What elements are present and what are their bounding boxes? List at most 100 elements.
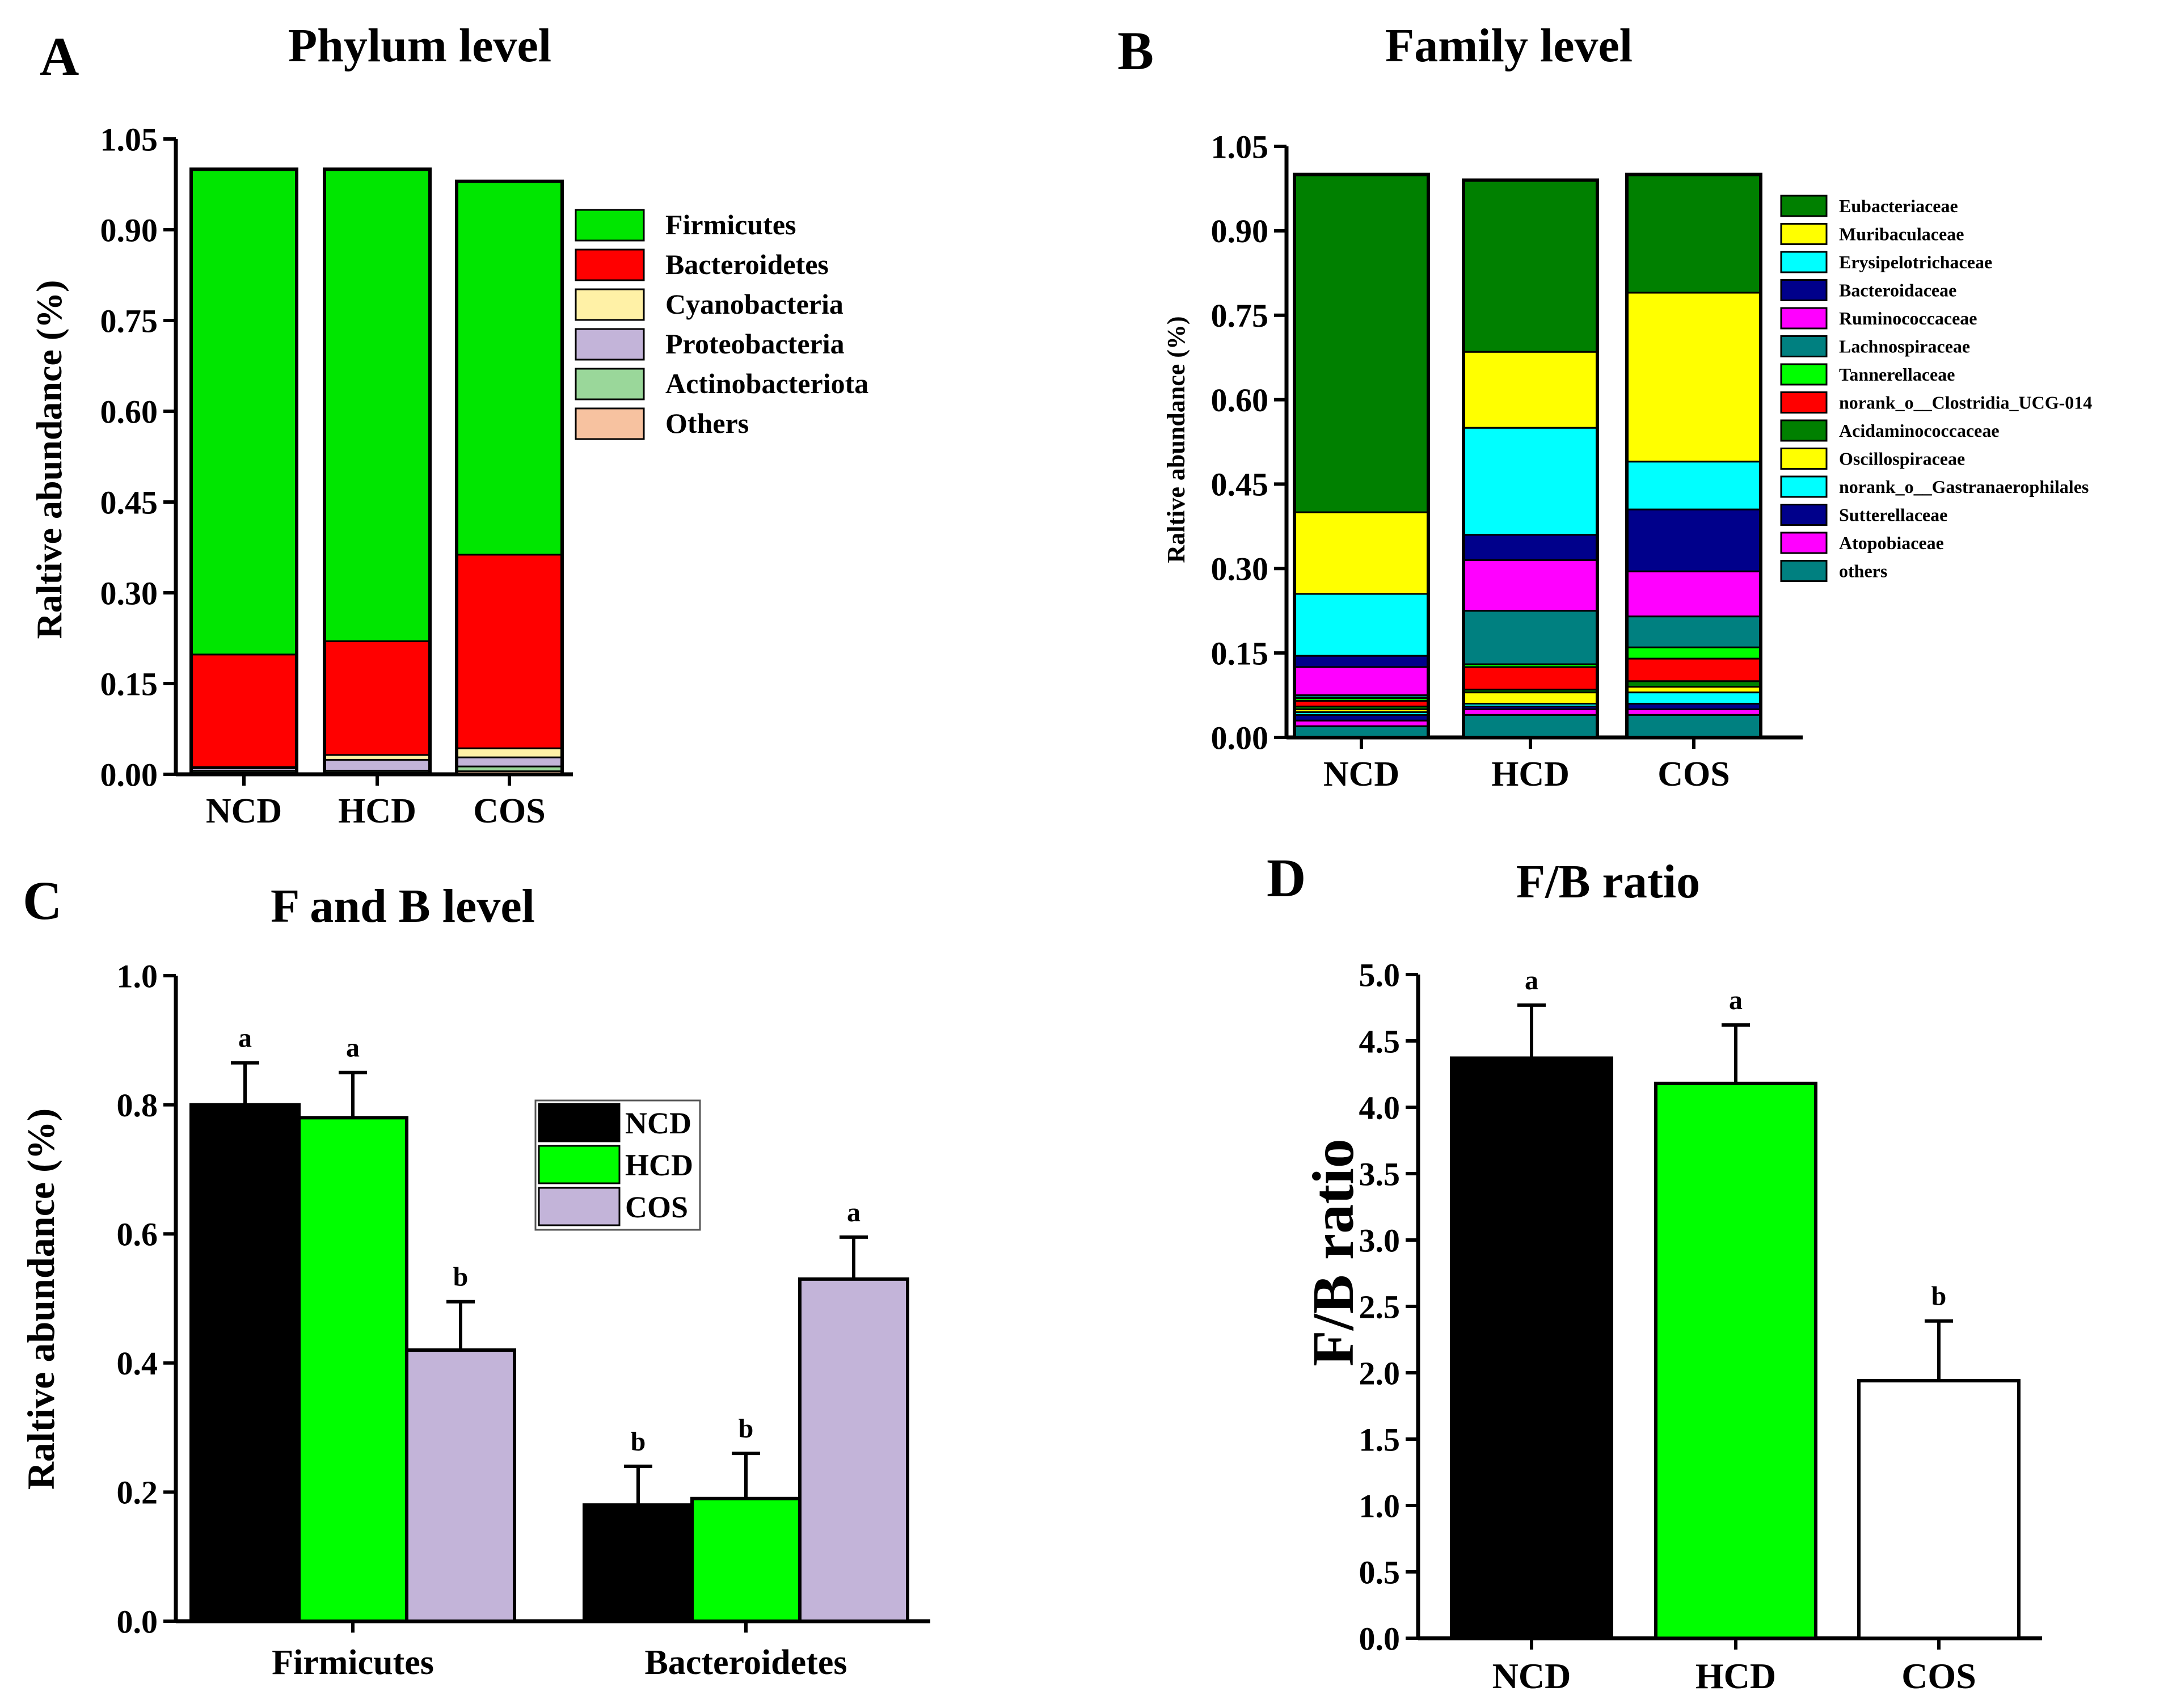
panel-b-y-tick-label: 0.45 <box>1211 466 1269 503</box>
panel-c-y-tick-label: 0.6 <box>117 1216 158 1253</box>
panel-a-y-tick-label: 0.30 <box>100 575 158 611</box>
panel-b-legend-swatch <box>1780 419 1828 442</box>
panel-b-legend-label: Bacteroidaceae <box>1839 280 1956 300</box>
panel-d-y-tick-label: 4.0 <box>1359 1089 1401 1126</box>
panel-c-title: F and B level <box>271 880 535 933</box>
panel-b-bar-segment <box>1462 714 1598 739</box>
panel-d-plot: 0.0 0.5 1.0 1.5 2.0 2.5 3.0 3.5 4.0 4.5 5.0 a NCD a HC… <box>1359 956 2042 1696</box>
panel-b-legend-swatch <box>1780 251 1828 273</box>
panel-c-bar <box>405 1348 516 1623</box>
panel-b: B Family level Raltive abundance (%) 0.0… <box>1117 19 2092 794</box>
panel-c-legend-swatch <box>538 1103 621 1142</box>
panel-b-legend-swatch <box>1780 279 1828 301</box>
panel-a-legend-label: Others <box>665 407 749 439</box>
panel-c-bar <box>189 1103 301 1623</box>
panel-c-ylabel: Raltive abundance (%) <box>19 1108 62 1490</box>
panel-d-bar <box>1857 1379 2021 1640</box>
panel-c-significance-letter: b <box>631 1427 646 1457</box>
panel-b-bar-segment <box>1462 691 1598 705</box>
panel-d-y-tick-label: 0.5 <box>1359 1554 1401 1591</box>
panel-c-significance-letter: b <box>739 1414 754 1444</box>
panel-c-legend-label: NCD <box>625 1106 691 1140</box>
panel-b-legend-swatch <box>1780 532 1828 554</box>
panel-a-legend-label: Proteobacteria <box>665 328 845 360</box>
panel-b-bar-segment <box>1462 610 1598 665</box>
panel-a-y-tick-label: 0.00 <box>100 756 158 793</box>
panel-b-y-tick-label: 0.30 <box>1211 551 1269 588</box>
panel-a-legend-swatch <box>575 407 645 440</box>
panel-a-legend-swatch <box>575 288 645 321</box>
panel-a-bar-segment <box>323 640 431 756</box>
panel-b-bar-segment <box>1626 714 1762 739</box>
panel-c-bar <box>583 1503 694 1623</box>
panel-a-legend-label: Actinobacteriota <box>665 368 868 399</box>
panel-a-bar-segment <box>455 180 563 556</box>
panel-b-x-tick-label: COS <box>1657 755 1730 794</box>
panel-d-bar <box>1654 1081 1817 1640</box>
panel-b-legend-label: Lachnospiraceae <box>1839 336 1970 356</box>
panel-c-legend-swatch <box>538 1187 621 1226</box>
panel-c-significance-letter: b <box>453 1262 469 1292</box>
panel-b-legend-label: Muribaculaceae <box>1839 223 1964 244</box>
panel-a-letter: A <box>40 26 79 87</box>
panel-b-legend-label: Oscillospiraceae <box>1839 448 1965 469</box>
panel-b-legend-label: norank_o__Gastranaerophilales <box>1839 476 2089 497</box>
panel-a-y-tick-label: 0.60 <box>100 393 158 430</box>
panel-b-bar-segment <box>1626 691 1762 705</box>
panel-a-bar-segment <box>323 168 431 642</box>
panel-d-y-tick-label: 3.5 <box>1359 1155 1401 1192</box>
panel-b-y-tick-label: 0.00 <box>1211 719 1269 756</box>
panel-b-bar-segment <box>1462 179 1598 353</box>
panel-d-x-tick-label: HCD <box>1695 1656 1776 1696</box>
panel-c-plot: 0.0 0.2 0.4 0.6 0.8 1.0 a a b Firmicutes b b a Bacter… <box>117 958 930 1682</box>
panel-b-legend-label: Tannerellaceae <box>1839 364 1955 385</box>
panel-a-bar-segment <box>455 747 563 758</box>
panel-a-bar-segment <box>190 168 298 656</box>
panel-c-legend-label: COS <box>625 1190 688 1224</box>
panel-a-x-tick-label: NCD <box>206 792 282 830</box>
panel-b-y-tick-label: 0.15 <box>1211 635 1269 672</box>
panel-a-x-tick-label: HCD <box>338 792 416 830</box>
panel-d-x-tick-label: NCD <box>1492 1656 1571 1696</box>
panel-b-legend-label: Atopobiaceae <box>1839 533 1944 553</box>
panel-b-bar-segment <box>1626 292 1762 463</box>
panel-a-y-tick-label: 0.15 <box>100 665 158 702</box>
panel-a-legend-swatch <box>575 248 645 281</box>
panel-c-significance-letter: a <box>847 1197 861 1228</box>
panel-a-legend-label: Bacteroidetes <box>665 248 829 280</box>
panel-d-title: F/B ratio <box>1516 855 1700 908</box>
panel-b-legend-label: Eubacteriaceae <box>1839 196 1958 216</box>
panel-b-bar-segment <box>1626 174 1762 294</box>
panel-b-x-tick-label: HCD <box>1491 755 1570 794</box>
panel-b-legend-label: Acidaminococcaceae <box>1839 420 2000 441</box>
panel-b-bar-segment <box>1293 666 1429 697</box>
panel-b-bar-segment <box>1626 570 1762 618</box>
panel-d-y-tick-label: 0.0 <box>1359 1620 1401 1657</box>
panel-c-bar <box>690 1496 802 1623</box>
panel-a-y-tick-label: 1.05 <box>100 121 158 158</box>
panel-b-bar-segment <box>1626 657 1762 682</box>
panel-d-y-tick-label: 2.5 <box>1359 1288 1401 1325</box>
panel-a-bar-segment <box>455 554 563 749</box>
panel-a-title: Phylum level <box>288 19 551 72</box>
panel-b-legend-swatch <box>1780 335 1828 357</box>
panel-c-significance-letter: a <box>238 1023 252 1053</box>
panel-b-ylabel: Raltive abundance (%) <box>1162 316 1190 563</box>
panel-c: C F and B level Raltive abundance (%) 0.… <box>19 870 930 1682</box>
panel-b-y-tick-label: 0.75 <box>1211 297 1269 334</box>
panel-c-legend-swatch <box>538 1145 621 1184</box>
panel-c-y-tick-label: 0.0 <box>117 1603 158 1640</box>
panel-b-legend-swatch <box>1780 448 1828 470</box>
panel-b-bar-segment <box>1462 351 1598 429</box>
panel-a-legend-label: Cyanobacteria <box>665 288 843 320</box>
panel-d-y-tick-label: 4.5 <box>1359 1023 1401 1060</box>
panel-d-y-tick-label: 2.0 <box>1359 1355 1401 1391</box>
panel-b-y-tick-label: 0.60 <box>1211 382 1269 419</box>
panel-b-legend-label: Sutterellaceae <box>1839 504 1947 525</box>
panel-b-title: Family level <box>1385 19 1633 72</box>
panel-b-bar-segment <box>1293 655 1429 668</box>
panel-b-bar-segment <box>1462 534 1598 561</box>
panel-b-legend-label: others <box>1839 560 1887 581</box>
panel-b-bar-segment <box>1462 559 1598 612</box>
panel-a: A Phylum level Raltive abundance (%) 0.0… <box>29 19 868 830</box>
